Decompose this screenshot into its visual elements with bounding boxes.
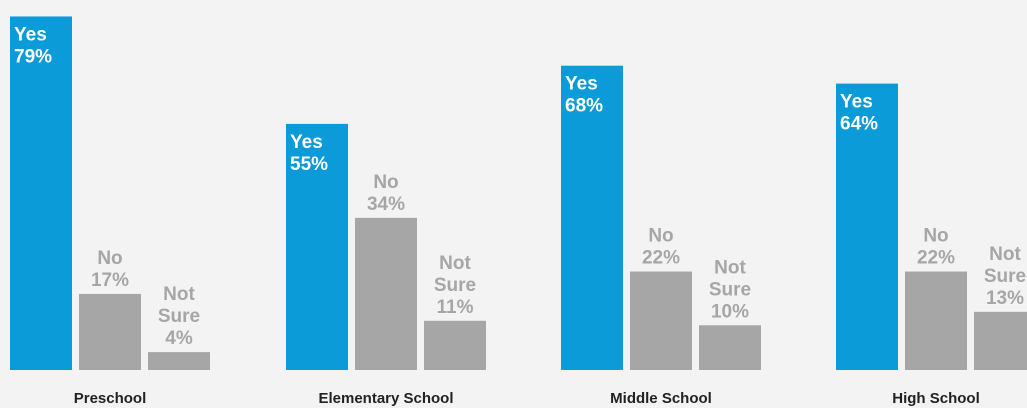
- bar-label-middle-school-not-sure: Not Sure 10%: [709, 257, 751, 322]
- category-label-high-school: High School: [892, 390, 980, 407]
- bar-preschool-no: [79, 293, 141, 370]
- bar-middle-school-no: [630, 271, 692, 370]
- bar-preschool-yes: [10, 16, 72, 370]
- bar-label-elementary-school-not-sure: Not Sure 11%: [434, 253, 476, 318]
- bars-layer: [10, 16, 1027, 370]
- bar-elementary-school-yes: [286, 123, 348, 370]
- bar-label-high-school-yes: Yes 64%: [840, 92, 878, 135]
- bar-high-school-no: [905, 271, 967, 370]
- bar-label-preschool-not-sure: Not Sure 4%: [158, 284, 200, 349]
- bar-label-preschool-yes: Yes 79%: [14, 24, 52, 67]
- bar-label-high-school-not-sure: Not Sure 13%: [984, 244, 1026, 309]
- labels-layer: Yes 79% No 17% Not Sure 4% Yes 55% No 34% Not Sure 11…: [14, 24, 1026, 349]
- category-labels-layer: Preschool Elementary School Middle School H…: [74, 390, 980, 407]
- bar-elementary-school-no: [355, 217, 417, 370]
- bar-middle-school-not-sure: [699, 325, 761, 370]
- bar-high-school-yes: [836, 83, 898, 370]
- bar-label-middle-school-yes: Yes 68%: [565, 74, 603, 117]
- bar-preschool-not-sure: [148, 352, 210, 370]
- category-label-preschool: Preschool: [74, 390, 147, 407]
- bar-label-high-school-no: No 22%: [917, 226, 955, 269]
- bar-elementary-school-not-sure: [424, 320, 486, 370]
- category-label-middle-school: Middle School: [610, 390, 712, 407]
- category-label-elementary-school: Elementary School: [318, 390, 453, 407]
- bar-label-preschool-no: No 17%: [91, 248, 129, 291]
- bar-label-middle-school-no: No 22%: [642, 226, 680, 269]
- bar-high-school-not-sure: [974, 311, 1027, 370]
- bar-label-elementary-school-no: No 34%: [367, 172, 405, 215]
- bar-middle-school-yes: [561, 65, 623, 370]
- bar-label-elementary-school-yes: Yes 55%: [290, 132, 328, 175]
